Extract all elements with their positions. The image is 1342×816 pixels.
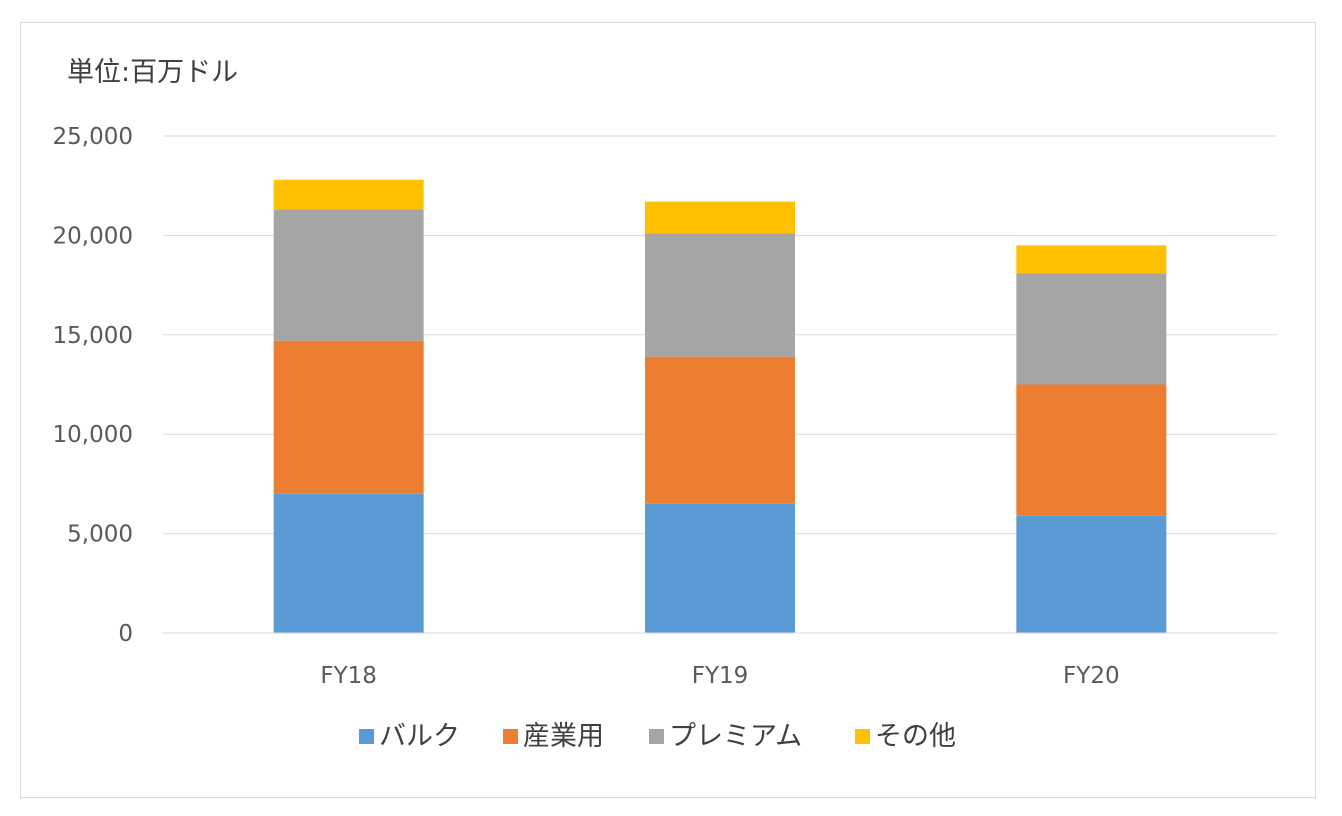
bar-segment [645, 503, 795, 633]
bar-segment [1016, 273, 1167, 385]
bar-stack-fy18 [273, 179, 424, 633]
y-tick-label: 5,000 [67, 522, 133, 548]
bar-segment [645, 233, 795, 357]
x-tick-label: FY20 [1063, 663, 1120, 689]
y-tick-label: 15,000 [53, 323, 133, 349]
y-tick-label: 25,000 [53, 124, 133, 150]
legend-swatch [359, 729, 374, 744]
legend-item: その他 [855, 721, 956, 752]
y-tick-label: 10,000 [53, 422, 133, 448]
bar-stack-fy20 [1016, 245, 1167, 633]
legend: バルク 産業用 プレミアム その他 [359, 721, 956, 752]
bar-segment [1016, 245, 1167, 274]
x-tick-label: FY18 [320, 663, 377, 689]
legend-label: プレミアム [669, 721, 802, 752]
bar-segment [1016, 515, 1167, 633]
legend-swatch [649, 729, 664, 744]
bar-segment [273, 493, 424, 633]
bar-segment [645, 201, 795, 234]
bar-segment [273, 179, 424, 210]
bar-segment [273, 340, 424, 494]
bar-segment [645, 356, 795, 504]
unit-label: 単位:百万ドル [67, 57, 238, 88]
x-axis-tick-labels: FY18 FY19 FY20 [320, 663, 1119, 689]
y-axis-tick-labels: 0 5,000 10,000 15,000 20,000 25,000 [53, 124, 133, 647]
legend-label: その他 [875, 721, 956, 752]
legend-label: バルク [379, 721, 460, 752]
legend-item: プレミアム [649, 721, 802, 752]
legend-item: 産業用 [503, 721, 604, 752]
chart-frame: 単位:百万ドル 0 5,000 10,000 15,000 20,000 25,000 F… [20, 22, 1316, 798]
x-tick-label: FY19 [692, 663, 749, 689]
y-tick-label: 0 [118, 621, 133, 647]
bar-segment [1016, 384, 1167, 516]
legend-item: バルク [359, 721, 460, 752]
legend-swatch [503, 729, 518, 744]
legend-label: 産業用 [523, 721, 604, 752]
bar-segment [273, 209, 424, 341]
legend-swatch [855, 729, 870, 744]
stacked-bar-chart: 単位:百万ドル 0 5,000 10,000 15,000 20,000 25,000 F… [53, 57, 1277, 752]
y-tick-label: 20,000 [53, 223, 133, 249]
bars [273, 179, 1167, 633]
bar-stack-fy19 [645, 201, 795, 633]
